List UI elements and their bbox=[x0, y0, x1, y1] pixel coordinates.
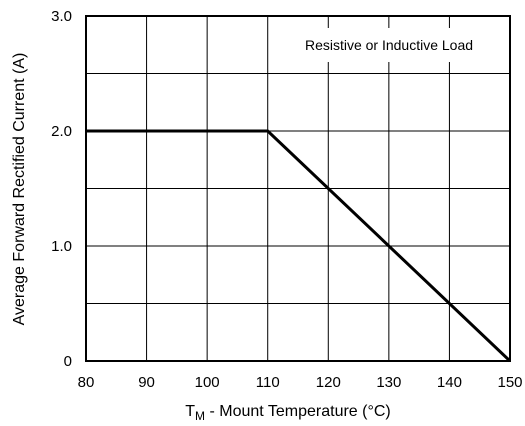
annotation-text: Resistive or Inductive Load bbox=[305, 37, 473, 53]
grid bbox=[85, 15, 511, 362]
x-tick-label: 90 bbox=[138, 374, 155, 391]
x-tick-label: 120 bbox=[316, 374, 341, 391]
x-tick-labels: 80 90 100 110 120 130 140 150 bbox=[78, 374, 523, 391]
x-tick-label: 80 bbox=[78, 374, 95, 391]
y-tick-labels: 0 1.0 2.0 3.0 bbox=[51, 8, 72, 370]
plot-frame bbox=[85, 15, 511, 362]
annotation-box bbox=[277, 28, 502, 62]
y-axis-title: Average Forward Rectified Current (A) bbox=[11, 53, 28, 326]
x-tick-label: 100 bbox=[195, 374, 220, 391]
y-tick-label: 1.0 bbox=[51, 238, 72, 255]
x-axis-title-subscript: M bbox=[195, 409, 205, 423]
x-axis-title-rest: - Mount Temperature (°C) bbox=[205, 403, 391, 420]
y-tick-label: 3.0 bbox=[51, 8, 72, 25]
y-tick-label: 2.0 bbox=[51, 123, 72, 140]
series-layer bbox=[86, 129, 512, 363]
x-axis-title: TM - Mount Temperature (°C) bbox=[185, 403, 391, 423]
x-tick-label: 140 bbox=[437, 374, 462, 391]
x-tick-label: 130 bbox=[376, 374, 401, 391]
series-line bbox=[86, 129, 512, 363]
y-tick-label: 0 bbox=[64, 353, 72, 370]
x-tick-label: 150 bbox=[497, 374, 522, 391]
x-axis-title-main: T bbox=[185, 403, 195, 420]
x-tick-label: 110 bbox=[256, 374, 280, 391]
